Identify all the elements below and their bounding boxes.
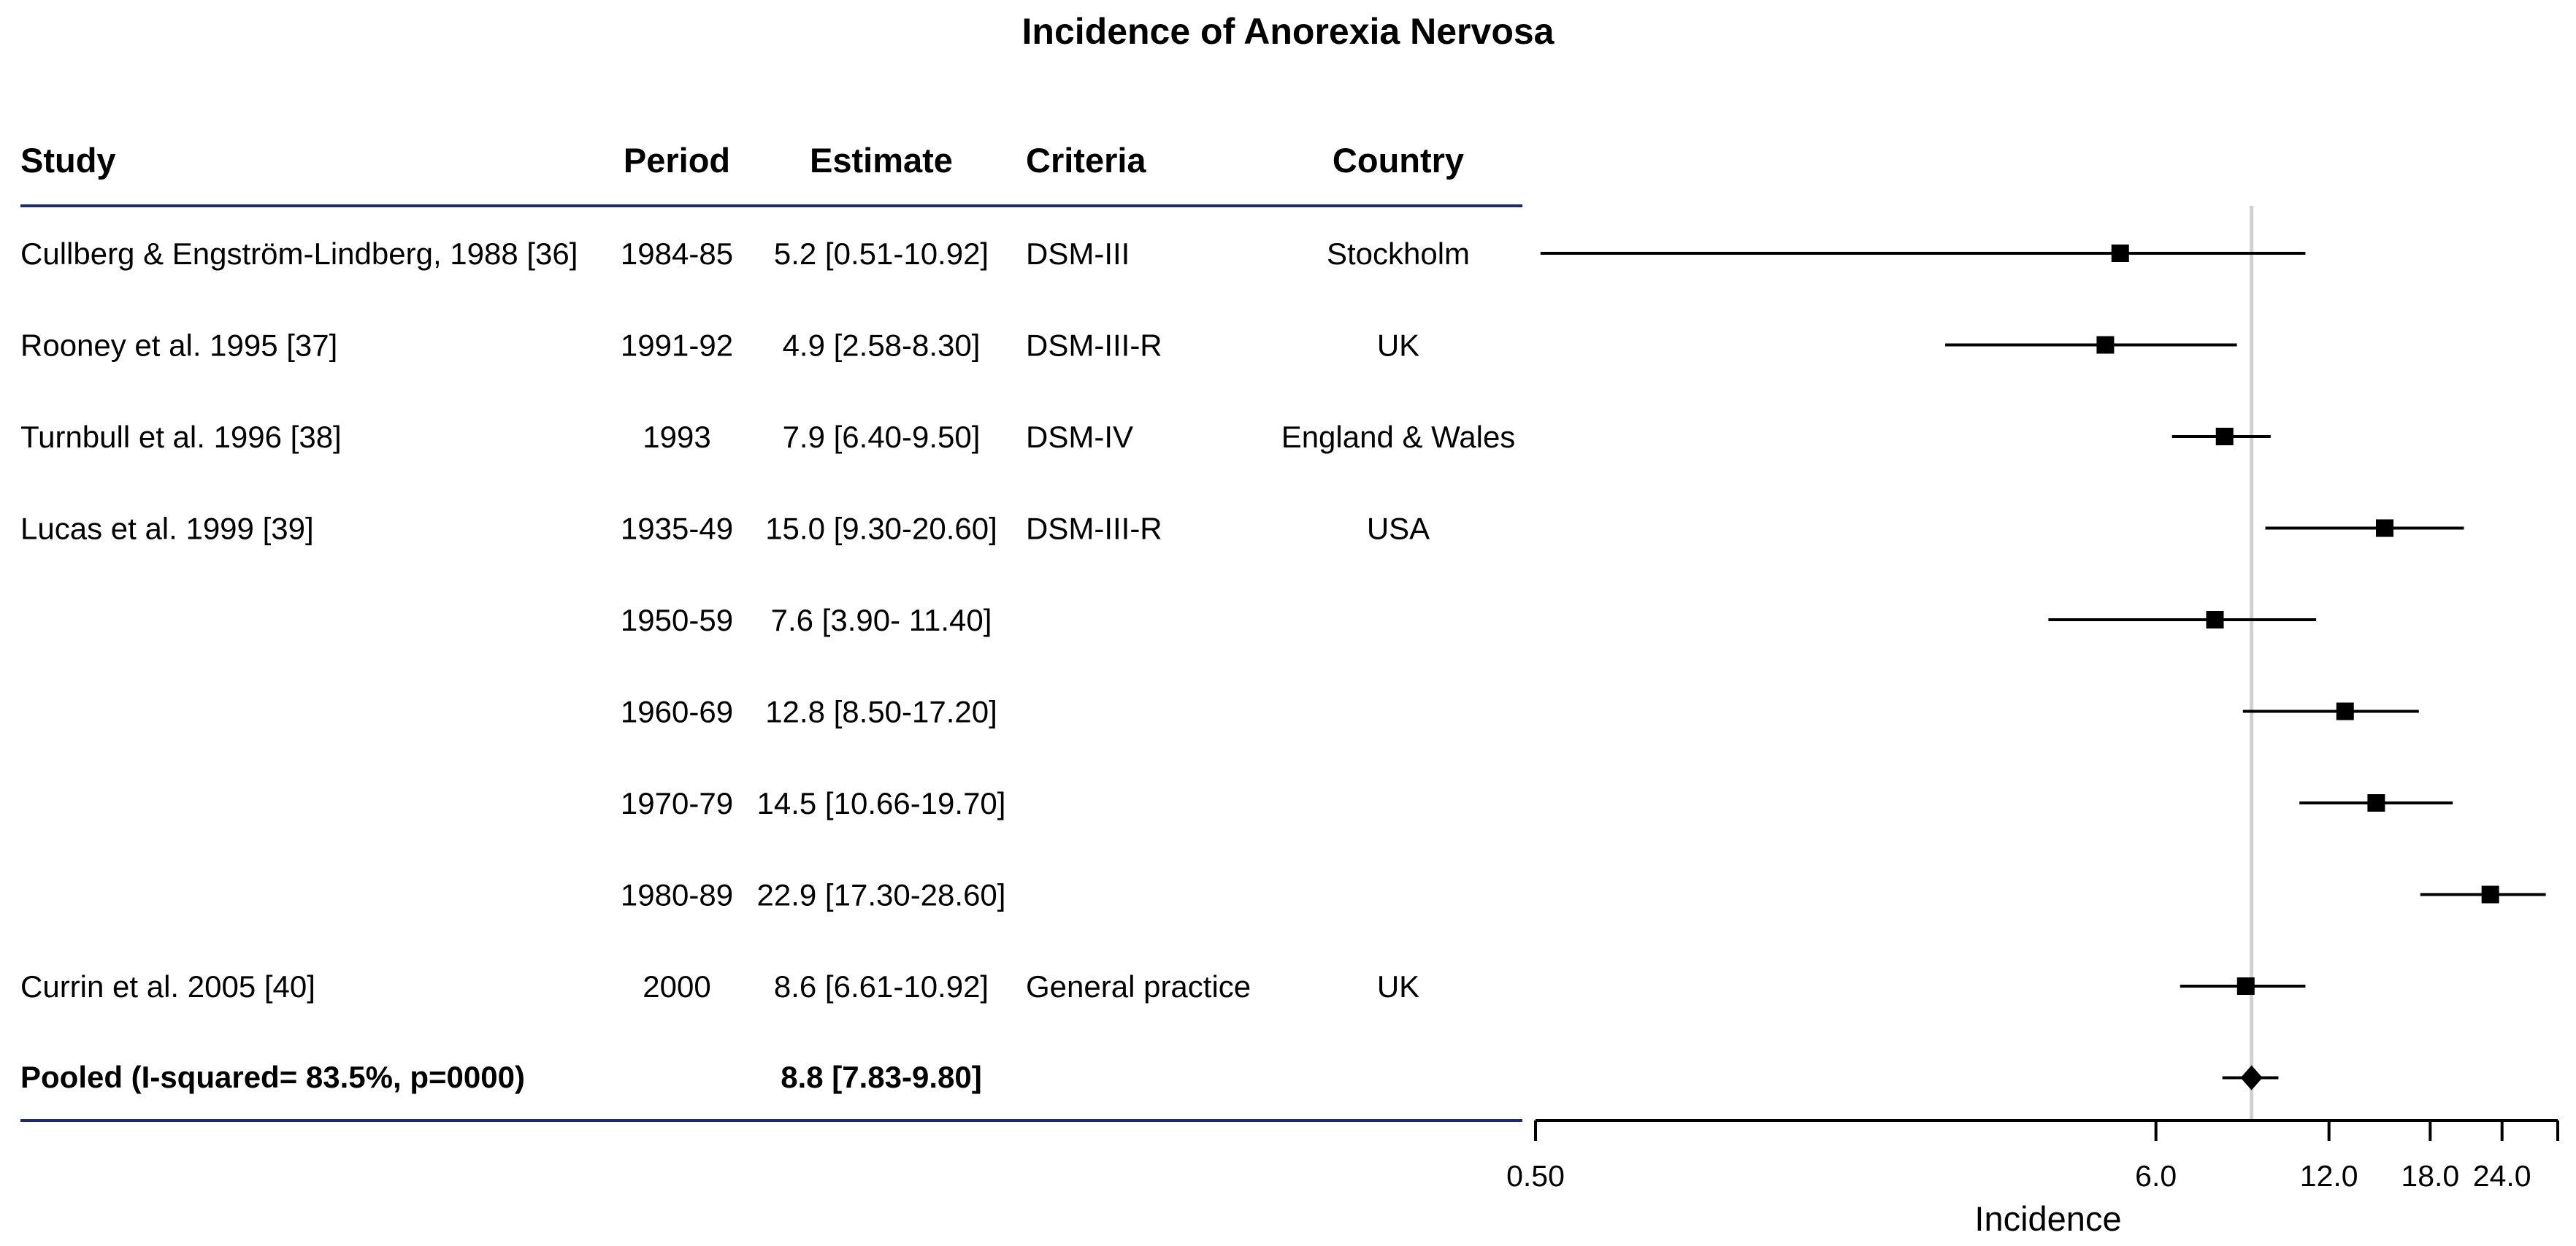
- header-study: Study: [20, 141, 116, 180]
- study-criteria: DSM-III-R: [1026, 328, 1162, 363]
- study-name: Currin et al. 2005 [40]: [20, 969, 315, 1004]
- study-estimate: 7.6 [3.90- 11.40]: [771, 603, 992, 637]
- study-estimate: 4.9 [2.58-8.30]: [783, 328, 981, 363]
- study-name: Lucas et al. 1999 [39]: [20, 512, 314, 546]
- pooled-estimate: 8.8 [7.83-9.80]: [781, 1060, 982, 1094]
- study-criteria: General practice: [1026, 969, 1251, 1004]
- estimate-marker: [2206, 611, 2224, 628]
- study-period: 1991-92: [621, 328, 733, 363]
- study-period: 1950-59: [621, 603, 733, 637]
- x-tick-label: 0.50: [1506, 1159, 1565, 1193]
- estimate-marker: [2481, 885, 2499, 904]
- study-estimate: 22.9 [17.30-28.60]: [757, 878, 1006, 912]
- study-period: 1984-85: [621, 236, 733, 271]
- study-name: Rooney et al. 1995 [37]: [20, 328, 337, 363]
- estimate-marker: [2215, 428, 2234, 445]
- table-row: 1960-69 12.8 [8.50-17.20]: [621, 695, 2419, 729]
- study-estimate: 12.8 [8.50-17.20]: [765, 695, 997, 729]
- estimate-marker: [2236, 977, 2255, 995]
- study-period: 1970-79: [621, 786, 733, 820]
- study-country: UK: [1377, 969, 1419, 1004]
- estimate-marker: [2336, 702, 2354, 720]
- pooled-row: Pooled (I-squared= 83.5%, p=0000) 8.8 [7…: [20, 1060, 2279, 1094]
- study-criteria: DSM-III: [1026, 236, 1130, 271]
- chart-title: Incidence of Anorexia Nervosa: [1022, 11, 1555, 52]
- header-country: Country: [1333, 141, 1464, 180]
- study-estimate: 7.9 [6.40-9.50]: [783, 420, 981, 454]
- table-row: 1950-59 7.6 [3.90- 11.40]: [621, 603, 2317, 637]
- study-criteria: DSM-III-R: [1026, 512, 1162, 546]
- study-period: 1960-69: [621, 695, 733, 729]
- header-criteria: Criteria: [1026, 141, 1146, 180]
- study-estimate: 15.0 [9.30-20.60]: [765, 512, 997, 546]
- x-tick-label: 6.0: [2135, 1159, 2177, 1193]
- study-country: USA: [1367, 512, 1430, 546]
- table-row: Rooney et al. 1995 [37] 1991-92 4.9 [2.58-…: [20, 328, 2237, 363]
- study-period: 1980-89: [621, 878, 733, 912]
- study-name: Turnbull et al. 1996 [38]: [20, 420, 342, 454]
- study-rows: Cullberg & Engström-Lindberg, 1988 [36] 1…: [20, 236, 2546, 1004]
- x-tick-label: 12.0: [2300, 1159, 2358, 1193]
- estimate-marker: [2367, 794, 2385, 812]
- pooled-diamond: [2240, 1065, 2263, 1091]
- x-tick-label: 18.0: [2401, 1159, 2459, 1193]
- estimate-marker: [2096, 336, 2115, 354]
- study-estimate: 8.6 [6.61-10.92]: [774, 969, 989, 1004]
- table-row: 1970-79 14.5 [10.66-19.70]: [621, 786, 2453, 820]
- column-headers: Study Period Estimate Criteria Country: [20, 141, 1464, 180]
- study-criteria: DSM-IV: [1026, 420, 1133, 454]
- study-estimate: 14.5 [10.66-19.70]: [757, 786, 1006, 820]
- x-axis-label: Incidence: [1974, 1199, 2121, 1238]
- estimate-marker: [2375, 519, 2393, 537]
- study-name: Cullberg & Engström-Lindberg, 1988 [36]: [20, 236, 578, 271]
- table-row: Cullberg & Engström-Lindberg, 1988 [36] 1…: [20, 236, 2306, 271]
- table-row: Currin et al. 2005 [40] 2000 8.6 [6.61-10.…: [20, 969, 2306, 1004]
- study-country: England & Wales: [1281, 420, 1516, 454]
- table-row: 1980-89 22.9 [17.30-28.60]: [621, 878, 2546, 912]
- study-estimate: 5.2 [0.51-10.92]: [774, 236, 989, 271]
- x-tick-label: 24.0: [2473, 1159, 2531, 1193]
- table-row: Lucas et al. 1999 [39] 1935-49 15.0 [9.30-…: [20, 512, 2464, 546]
- header-estimate: Estimate: [810, 141, 953, 180]
- study-period: 1935-49: [621, 512, 733, 546]
- pooled-label: Pooled (I-squared= 83.5%, p=0000): [20, 1060, 525, 1094]
- study-period: 1993: [643, 420, 710, 454]
- study-period: 2000: [643, 969, 710, 1004]
- header-period: Period: [624, 141, 730, 180]
- study-country: UK: [1377, 328, 1419, 363]
- study-country: Stockholm: [1327, 236, 1470, 271]
- estimate-marker: [2111, 245, 2129, 262]
- table-row: Turnbull et al. 1996 [38] 1993 7.9 [6.40-9…: [20, 420, 2271, 454]
- x-axis: 0.50 6.0 12.0 18.0 24.0: [1506, 1119, 2559, 1193]
